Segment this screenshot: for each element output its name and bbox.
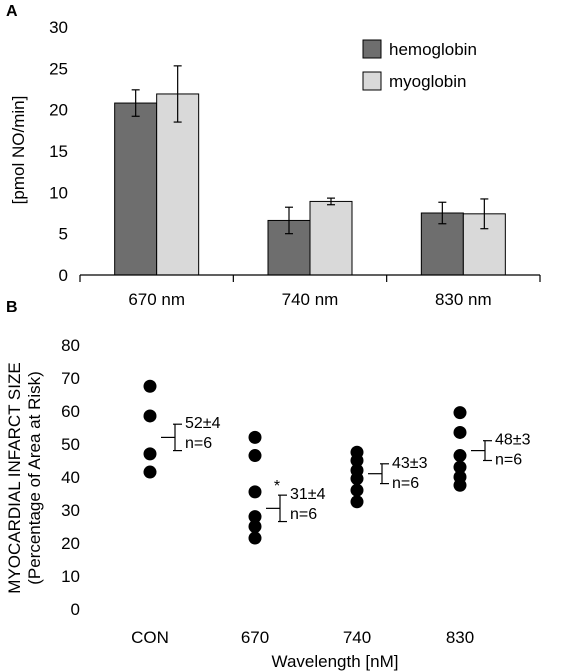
panel-b-data-point	[143, 409, 157, 423]
panel-a-y-axis-title: [pmol NO/min]	[9, 96, 28, 205]
panel-b-data-point	[350, 495, 364, 509]
panel-b-y-tick-label: 30	[61, 501, 80, 520]
panel-b-data-point	[248, 430, 262, 444]
panel-b-y-tick-label: 20	[61, 534, 80, 553]
panel-b-data-point	[143, 465, 157, 479]
panel-a-legend-swatch	[362, 39, 382, 59]
panel-a-legend-label: myoglobin	[389, 72, 467, 91]
panel-a-legend-swatch	[362, 71, 382, 91]
panel-b-data-point	[143, 447, 157, 461]
panel-b-category-label: 670	[241, 628, 269, 647]
panel-a-y-tick-label: 5	[59, 225, 68, 244]
panel-b-mean-label: 31±4	[290, 486, 326, 503]
panel-b-y-tick-label: 60	[61, 402, 80, 421]
panel-a-y-axis: 0 5 10 15 20 25 30	[49, 18, 68, 285]
panel-b-y-tick-label: 0	[71, 600, 80, 619]
panel-b-data-point	[248, 531, 262, 545]
panel-b-data-point	[248, 520, 262, 533]
panel-b-mean-label: 43±3	[392, 455, 428, 472]
panel-a-y-tick-label: 30	[49, 18, 68, 37]
panel-b-data-point	[248, 485, 262, 499]
panel-a-y-tick-label: 25	[49, 59, 68, 78]
panel-a-y-tick-label: 15	[49, 142, 68, 161]
panel-b-data-point	[143, 379, 157, 393]
panel-b-data-point	[453, 425, 467, 439]
panel-b-data-point	[350, 483, 364, 497]
panel-b-label: B	[6, 299, 18, 316]
panel-a-category-label: 830 nm	[435, 290, 492, 309]
panel-b-data-point	[248, 449, 262, 463]
panel-a-chart: A [pmol NO/min] 0 5 10 15 20 25 30 670 nm 740 n…	[6, 3, 541, 309]
panel-b-n-label: n=6	[392, 475, 419, 492]
panel-b-data-point	[350, 454, 364, 467]
panel-b-y-tick-label: 40	[61, 468, 80, 487]
panel-b-chart: B MYOCARDIAL INFARCT SIZE (Percentage of…	[5, 299, 531, 671]
panel-a-y-tick-label: 20	[49, 101, 68, 120]
panel-a-y-tick-label: 0	[59, 266, 68, 285]
panel-b-data-point	[453, 449, 467, 463]
panel-a-legend: hemoglobin myoglobin	[362, 39, 477, 91]
panel-b-y-axis: 0 10 20 30 40 50 60 70 80	[61, 336, 80, 619]
panel-a-legend-label: hemoglobin	[389, 40, 477, 59]
panel-b-n-label: n=6	[290, 506, 317, 523]
panel-b-mean-label: 48±3	[495, 432, 531, 449]
panel-b-x-axis: CON 670 740 830	[131, 628, 474, 647]
panel-b-category-label: 830	[446, 628, 474, 647]
panel-a-bar-hemoglobin	[114, 102, 158, 276]
panel-b-y-axis-title-line2: (Percentage of Area at Risk)	[25, 371, 44, 585]
panel-b-y-tick-label: 80	[61, 336, 80, 355]
panel-b-category-label: 740	[343, 628, 371, 647]
panel-a-category-label: 740 nm	[282, 290, 339, 309]
panel-a-x-axis: 670 nm 740 nm 830 nm	[79, 274, 541, 309]
panel-b-mean-label: 52±4	[185, 415, 221, 432]
panel-b-data-point	[350, 472, 364, 486]
panel-b-data-point	[248, 510, 262, 524]
panel-a-y-tick-label: 10	[49, 183, 68, 202]
panel-a-bar-myoglobin	[309, 200, 353, 276]
panel-b-y-tick-label: 50	[61, 435, 80, 454]
panel-a-category-label: 670 nm	[128, 290, 185, 309]
panel-b-data-point	[453, 406, 467, 420]
panel-b-y-tick-label: 70	[61, 369, 80, 388]
panel-b-points: 52±4 n=6 31±4 n=6 * 43±3 n=6 48±3 n=6	[143, 379, 531, 545]
panel-b-x-axis-title: Wavelength [nM]	[272, 652, 399, 671]
panel-b-significance-star: *	[274, 478, 280, 495]
panel-b-n-label: n=6	[185, 435, 212, 452]
panel-b-data-point	[453, 478, 467, 492]
panel-b-y-tick-label: 10	[61, 567, 80, 586]
panel-b-n-label: n=6	[495, 452, 522, 469]
panel-b-category-label: CON	[131, 628, 169, 647]
panel-a-bars	[114, 65, 506, 276]
panel-b-y-axis-title-line1: MYOCARDIAL INFARCT SIZE	[5, 362, 24, 593]
panel-b-data-point	[453, 460, 467, 474]
panel-a-label: A	[6, 3, 18, 20]
